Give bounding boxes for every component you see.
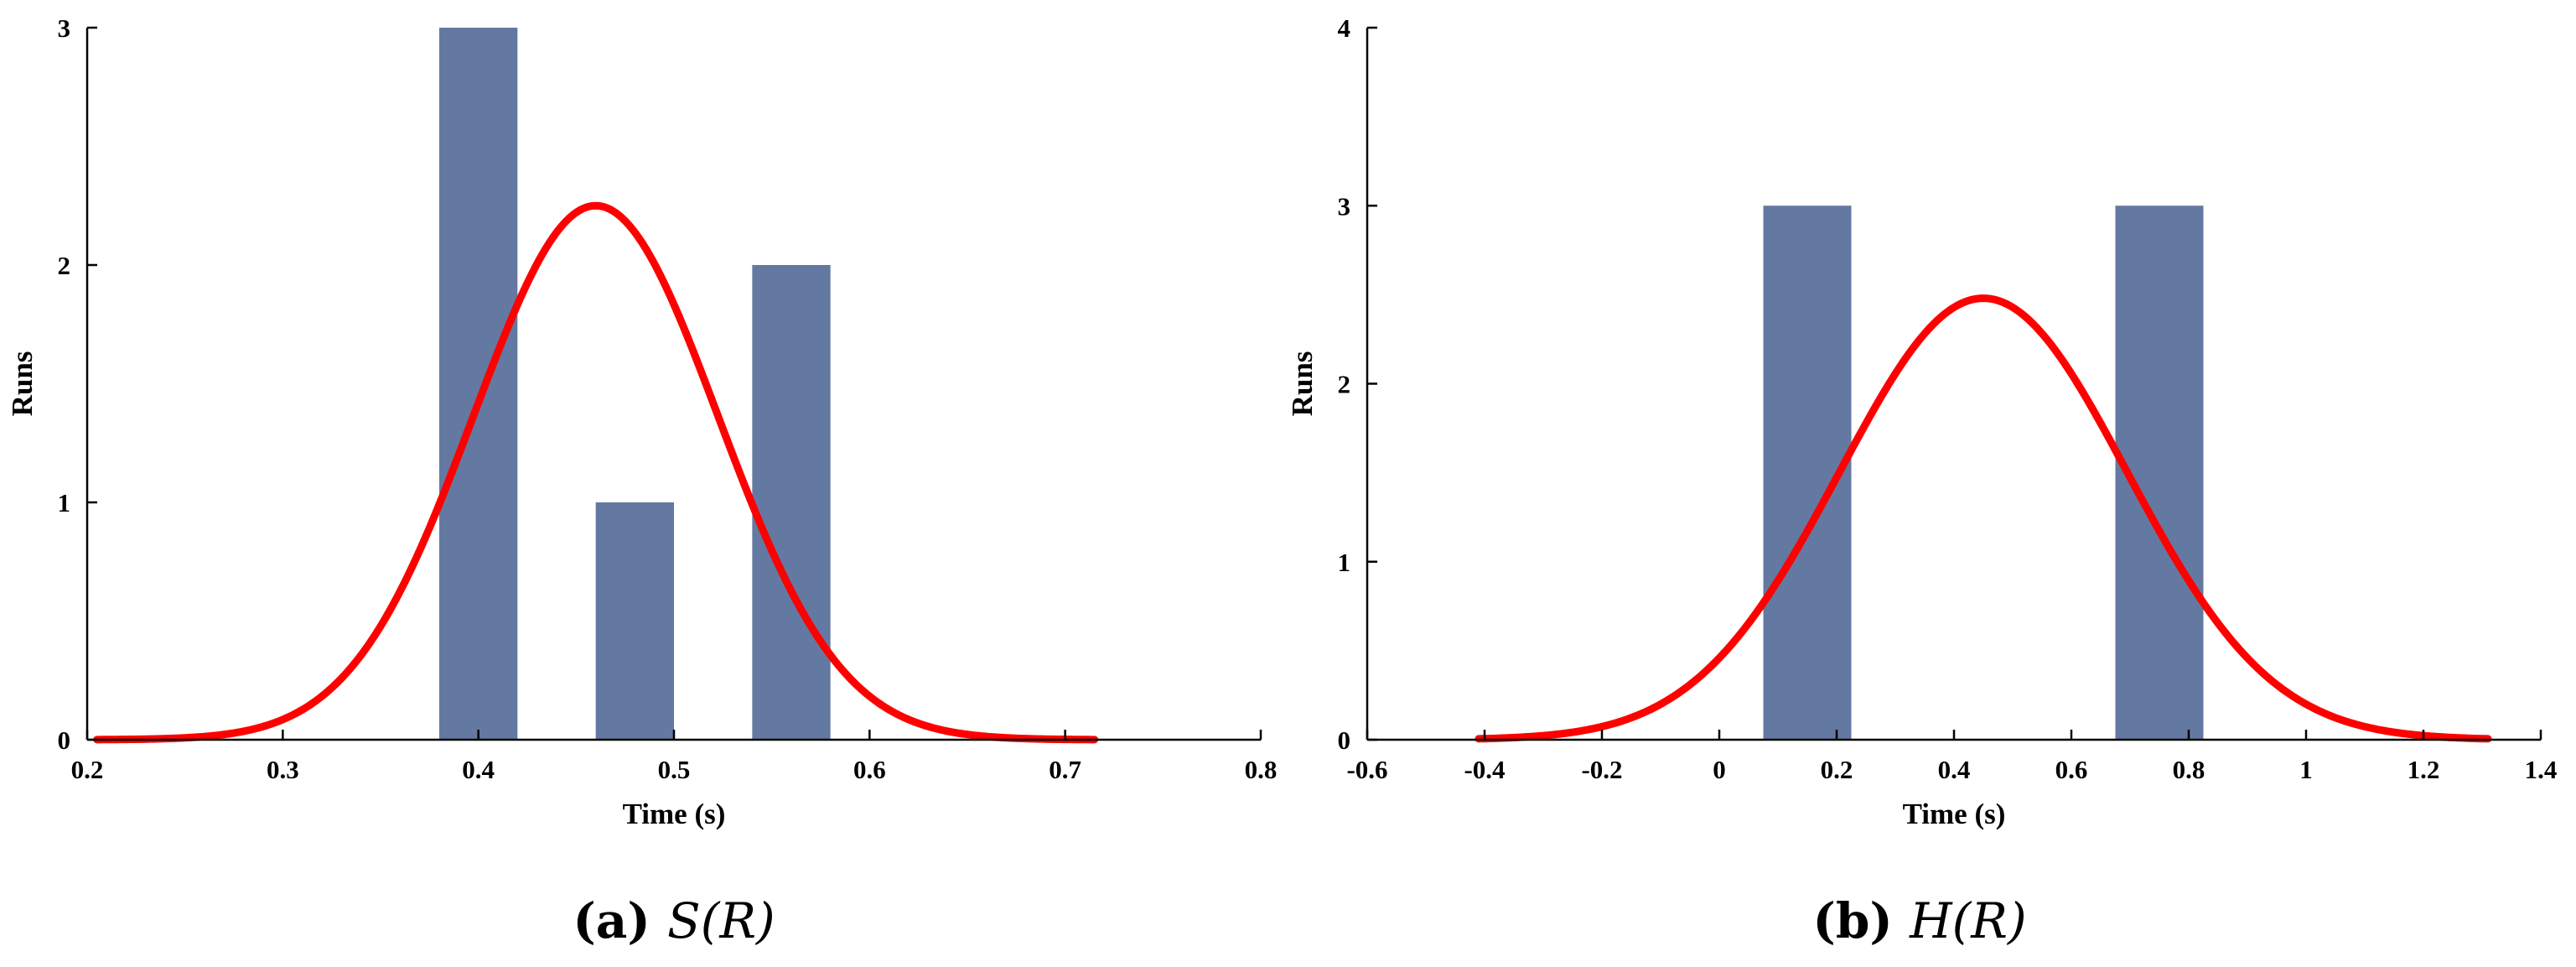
chart-panel-a: 0.2 0.3 0.4 0.5 0.6 0.7 0.8 0 1 2 3 Time (s) Runs (a)…: [6, 13, 1277, 949]
y-tick-label: 3: [1338, 191, 1351, 221]
caption-label: (a): [573, 892, 667, 949]
x-tick-label: 0: [1713, 755, 1726, 784]
x-tick-label: -0.2: [1581, 755, 1622, 784]
x-tick-label: 0.3: [267, 755, 299, 784]
x-tick-label: 1: [2299, 755, 2313, 784]
fit-curve: [93, 201, 1099, 744]
x-tick-label: 0.4: [1938, 755, 1971, 784]
x-tick-label: 0.5: [658, 755, 691, 784]
x-tick-label: 0.7: [1049, 755, 1081, 784]
x-tick-label: 0.6: [853, 755, 886, 784]
bar-3: [752, 265, 831, 740]
y-tick-label: 3: [58, 13, 71, 43]
caption-text: H(R): [1909, 892, 2027, 949]
x-tick-label: 1.4: [2525, 755, 2558, 784]
bar-2: [595, 502, 674, 740]
subfigure-caption: (b) H(R): [1812, 892, 2026, 949]
y-axis-label: Runs: [6, 351, 39, 417]
x-tick-label: 0.8: [2173, 755, 2205, 784]
x-tick-label: -0.4: [1464, 755, 1505, 784]
x-tick-label: 0.4: [462, 755, 495, 784]
x-tick-label: -0.6: [1346, 755, 1387, 784]
x-axis-label: Time (s): [1903, 798, 2006, 830]
y-tick-label: 1: [1338, 548, 1351, 577]
x-tick-label: 0.6: [2055, 755, 2088, 784]
y-tick-label: 2: [1338, 370, 1351, 399]
y-tick-label: 1: [58, 488, 71, 517]
y-axis-label: Runs: [1286, 351, 1319, 417]
chart-panel-b: -0.6 -0.4 -0.2 0 0.2 0.4 0.6 0.8 1 1.2 1.4 0 1 2 3 4 Tim…: [1286, 13, 2557, 949]
x-axis-label: Time (s): [623, 798, 726, 830]
subfigure-caption: (a) S(R): [573, 892, 775, 949]
x-tick-label: 0.8: [1245, 755, 1278, 784]
caption-label: (b): [1812, 892, 1910, 949]
y-tick-label: 0: [58, 725, 71, 755]
bar-1: [439, 28, 518, 740]
caption-text: S(R): [667, 892, 775, 949]
y-tick-label: 0: [1338, 725, 1351, 755]
x-tick-label: 1.2: [2408, 755, 2440, 784]
x-tick-label: 0.2: [1821, 755, 1853, 784]
fit-curve: [1475, 294, 2492, 743]
y-tick-label: 2: [58, 251, 71, 280]
x-tick-label: 0.2: [71, 755, 104, 784]
y-tick-label: 4: [1338, 13, 1351, 43]
